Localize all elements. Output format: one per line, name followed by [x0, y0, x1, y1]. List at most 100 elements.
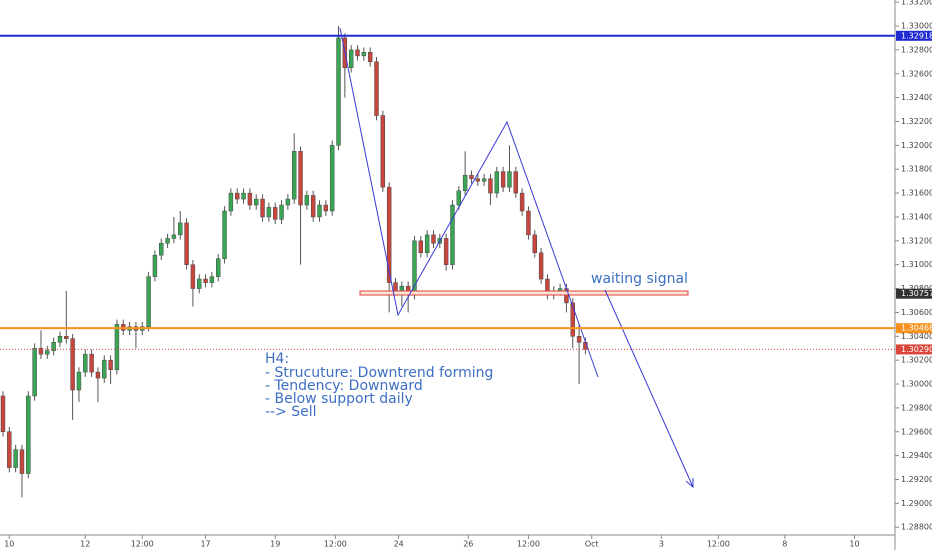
candle-body — [64, 336, 69, 339]
candle-body — [450, 204, 455, 265]
y-tick-label: 1.33200 — [901, 0, 932, 7]
candle-body — [266, 207, 272, 218]
candle-body — [443, 238, 449, 265]
candle-body — [19, 449, 25, 474]
candle-body — [146, 276, 151, 328]
candle-body — [165, 238, 170, 244]
candle-body — [310, 195, 316, 218]
candle-body — [209, 276, 215, 283]
x-tick-label: 12:00 — [517, 540, 540, 549]
y-tick-label: 1.29200 — [901, 475, 932, 484]
candle-body — [355, 49, 360, 57]
candle-body — [45, 350, 50, 355]
x-tick-label: Oct — [585, 540, 599, 549]
candle-body — [304, 195, 310, 206]
candle-body — [203, 278, 208, 283]
candle-body — [393, 282, 398, 292]
x-tick-label: 12:00 — [707, 540, 730, 549]
candle-body — [70, 338, 75, 391]
candle-body — [26, 395, 31, 474]
candle-body — [178, 222, 183, 236]
candle-body — [197, 278, 202, 289]
candle-body — [7, 431, 12, 468]
y-tick-label: 1.31000 — [901, 260, 932, 269]
candle-body — [475, 178, 481, 182]
candle-body — [190, 264, 196, 289]
candle-body — [89, 353, 94, 373]
x-tick-label: 8 — [782, 540, 787, 549]
candle-body — [519, 192, 525, 212]
analysis-note: - Tendency: Downward — [265, 378, 423, 394]
x-tick-label: 10 — [849, 540, 859, 549]
arrow-head — [685, 478, 694, 489]
candle-body — [329, 145, 335, 212]
y-tick-label: 1.31200 — [901, 236, 932, 245]
candle-body — [462, 174, 468, 191]
candle-body — [507, 171, 512, 188]
price-level-label: 1.30468 — [901, 324, 932, 333]
candle-body — [317, 204, 322, 218]
candle-body — [380, 115, 386, 188]
candle-body — [513, 171, 518, 194]
zigzag-drawing — [339, 27, 599, 378]
analysis-note: H4: — [265, 351, 289, 367]
price-level-tag — [896, 344, 932, 355]
y-tick-label: 1.30400 — [901, 332, 932, 341]
price-level-label: 1.30757 — [901, 289, 932, 298]
y-tick-label: 1.30200 — [901, 356, 932, 365]
candle-body — [253, 198, 259, 206]
candle-body — [83, 353, 88, 373]
x-tick-label: 3 — [659, 540, 664, 549]
candle-body — [285, 198, 291, 206]
candle-body — [418, 240, 424, 254]
candle-body — [348, 49, 354, 69]
y-tick-label: 1.32600 — [901, 69, 932, 78]
candle-body — [272, 207, 278, 220]
y-tick-label: 1.32000 — [901, 141, 932, 150]
x-tick-label: 12 — [80, 540, 90, 549]
candle-body — [538, 252, 544, 280]
candle-body — [241, 192, 246, 200]
candle-body — [51, 342, 56, 351]
y-tick-label: 1.32400 — [901, 93, 932, 102]
candle-body — [228, 192, 234, 212]
y-tick-label: 1.31600 — [901, 189, 932, 198]
analysis-note: - Below support daily — [265, 391, 413, 407]
candle-body — [108, 359, 113, 370]
x-tick-label: 19 — [270, 540, 280, 549]
candle-body — [260, 198, 265, 218]
candle-body — [431, 234, 436, 244]
x-tick-label: 24 — [394, 540, 404, 549]
y-tick-label: 1.31800 — [901, 165, 932, 174]
candle-body — [222, 210, 227, 259]
candle-body — [367, 52, 373, 63]
y-tick-label: 1.29400 — [901, 451, 932, 460]
x-tick-label: 12:00 — [324, 540, 347, 549]
candle-body — [247, 192, 253, 206]
candle-body — [159, 242, 164, 256]
candle-body — [184, 222, 189, 265]
candle-body — [102, 359, 107, 379]
candle-body — [38, 347, 44, 355]
candle-body — [279, 204, 284, 220]
price-level-tag — [896, 288, 932, 299]
y-tick-label: 1.31400 — [901, 212, 932, 221]
candle-body — [298, 151, 303, 206]
price-level-tag — [896, 323, 932, 334]
candle-body — [32, 347, 37, 397]
candle-body — [114, 324, 120, 370]
signal-note: waiting signal — [591, 271, 688, 287]
candle-body — [291, 151, 297, 200]
candle-body — [336, 37, 341, 146]
x-tick-label: 26 — [463, 540, 473, 549]
y-tick-label: 1.28800 — [901, 523, 932, 532]
candle-body — [216, 258, 221, 277]
candle-body — [424, 234, 430, 254]
candle-body — [469, 174, 474, 180]
candle-body — [570, 302, 575, 337]
candle-body — [152, 254, 158, 277]
y-tick-label: 1.32800 — [901, 45, 932, 54]
projection-arrow — [604, 289, 694, 488]
